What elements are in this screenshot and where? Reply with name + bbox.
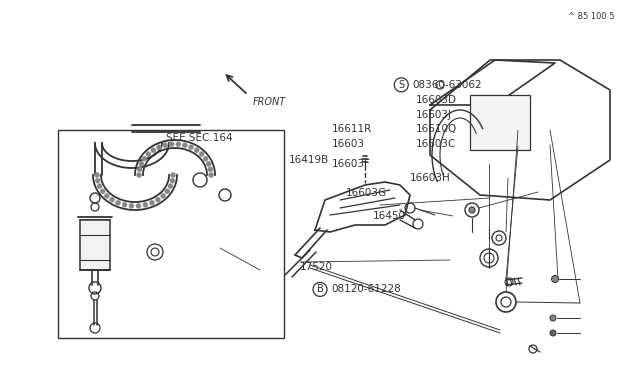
Circle shape bbox=[176, 142, 181, 147]
Circle shape bbox=[550, 315, 556, 321]
Text: SEE SEC.164: SEE SEC.164 bbox=[166, 133, 233, 142]
Text: 16603: 16603 bbox=[332, 140, 365, 149]
Text: 16603C: 16603C bbox=[416, 140, 456, 149]
Text: 16419B: 16419B bbox=[289, 155, 330, 165]
Circle shape bbox=[469, 207, 475, 213]
Circle shape bbox=[182, 143, 188, 148]
Circle shape bbox=[163, 143, 168, 148]
Text: FRONT: FRONT bbox=[253, 97, 286, 107]
Circle shape bbox=[104, 193, 109, 198]
Circle shape bbox=[122, 202, 127, 207]
Text: 16603H: 16603H bbox=[410, 173, 451, 183]
Circle shape bbox=[95, 178, 100, 183]
Circle shape bbox=[136, 203, 141, 208]
Circle shape bbox=[199, 152, 204, 157]
Circle shape bbox=[170, 173, 175, 177]
Text: 08360-63062: 08360-63062 bbox=[413, 80, 483, 90]
Circle shape bbox=[552, 276, 559, 282]
Circle shape bbox=[142, 156, 147, 161]
Circle shape bbox=[149, 200, 154, 205]
Circle shape bbox=[95, 173, 99, 177]
Text: B: B bbox=[317, 285, 323, 294]
Circle shape bbox=[206, 161, 211, 166]
Circle shape bbox=[189, 145, 193, 150]
Circle shape bbox=[151, 148, 156, 153]
Circle shape bbox=[203, 156, 208, 161]
Bar bbox=[58, 130, 284, 338]
Text: 16603F: 16603F bbox=[332, 159, 371, 169]
Circle shape bbox=[137, 167, 142, 172]
Text: 16450: 16450 bbox=[373, 211, 406, 221]
Circle shape bbox=[100, 189, 105, 194]
Circle shape bbox=[550, 330, 556, 336]
Circle shape bbox=[209, 173, 214, 177]
Circle shape bbox=[156, 197, 161, 202]
Text: 17520: 17520 bbox=[300, 262, 333, 272]
Circle shape bbox=[109, 197, 115, 202]
Circle shape bbox=[136, 173, 141, 177]
Circle shape bbox=[97, 184, 102, 189]
Bar bbox=[80, 220, 110, 270]
Circle shape bbox=[146, 152, 151, 157]
Circle shape bbox=[165, 189, 170, 194]
Circle shape bbox=[194, 148, 199, 153]
Bar bbox=[470, 95, 530, 150]
Text: 16603D: 16603D bbox=[416, 96, 457, 105]
Text: 16611R: 16611R bbox=[332, 125, 372, 134]
Circle shape bbox=[143, 202, 148, 207]
Circle shape bbox=[161, 193, 166, 198]
Text: ^ 85 100 5: ^ 85 100 5 bbox=[568, 12, 614, 21]
Text: S: S bbox=[398, 80, 404, 90]
Text: 16610Q: 16610Q bbox=[416, 125, 457, 134]
Circle shape bbox=[139, 161, 144, 166]
Circle shape bbox=[169, 142, 174, 147]
Circle shape bbox=[170, 178, 175, 183]
Text: 08120-61228: 08120-61228 bbox=[332, 285, 401, 294]
Circle shape bbox=[168, 184, 173, 189]
Text: 16603G: 16603G bbox=[346, 188, 387, 198]
Circle shape bbox=[116, 200, 120, 205]
Circle shape bbox=[129, 203, 134, 208]
Circle shape bbox=[208, 167, 213, 172]
Text: 16603J: 16603J bbox=[416, 110, 452, 119]
Circle shape bbox=[156, 145, 161, 150]
